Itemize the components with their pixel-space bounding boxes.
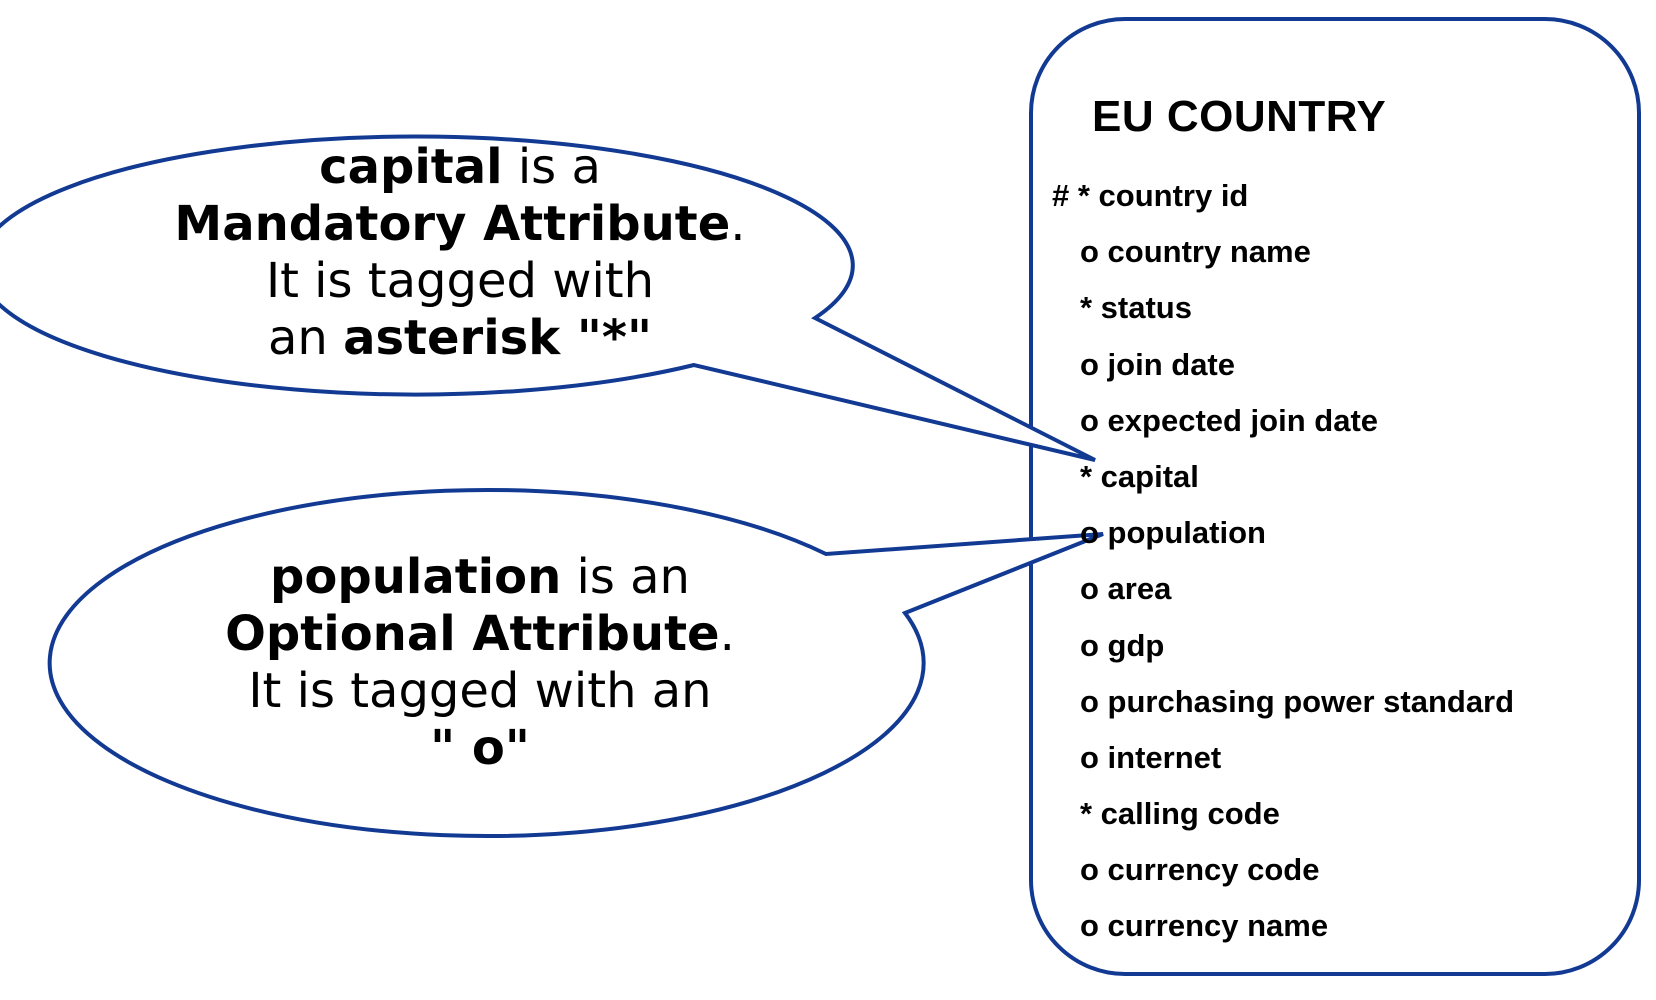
mandatory-callout-text: capital is a Mandatory Attribute. It is …: [140, 139, 780, 367]
entity-attribute: o population: [1080, 515, 1266, 551]
mandatory-callout-line-3: It is tagged with: [265, 253, 655, 309]
entity-attribute: o area: [1080, 571, 1172, 607]
entity-attribute: o internet: [1080, 739, 1222, 775]
entity-attribute: # * country id: [1052, 178, 1249, 213]
entity-attribute: o currency code: [1080, 852, 1320, 888]
mandatory-callout-line-4: an asterisk "*": [268, 310, 652, 366]
optional-callout-line-1: population is an: [270, 549, 690, 605]
entity-attribute: * capital: [1080, 458, 1199, 494]
entity-attribute: o gdp: [1080, 627, 1165, 663]
mandatory-callout-bubble: [0, 134, 1096, 462]
entity-attribute: o purchasing power standard: [1080, 683, 1515, 719]
mandatory-callout-line-1: capital is a: [319, 139, 601, 195]
mandatory-callout-line-2: Mandatory Attribute.: [174, 196, 746, 252]
optional-callout-line-2: Optional Attribute.: [225, 606, 735, 662]
entity-attribute: o join date: [1080, 346, 1235, 382]
entity-attribute: * calling code: [1080, 796, 1280, 832]
entity-attribute: o currency name: [1080, 908, 1329, 944]
entity-attribute-list: # * country id o country name * status o jo…: [1052, 168, 1515, 955]
entity-attribute: o expected join date: [1080, 402, 1379, 438]
optional-callout-text: population is an Optional Attribute. It …: [160, 549, 800, 777]
optional-callout-bubble: [47, 488, 1104, 838]
entity-attribute: o country name: [1080, 234, 1311, 270]
optional-callout-line-3: It is tagged with an: [248, 663, 712, 719]
entity-title: EU COUNTRY: [1092, 92, 1387, 141]
entity-attribute: * status: [1080, 290, 1192, 326]
entity-box: [1029, 17, 1641, 976]
optional-callout-line-4: " o": [430, 720, 530, 776]
